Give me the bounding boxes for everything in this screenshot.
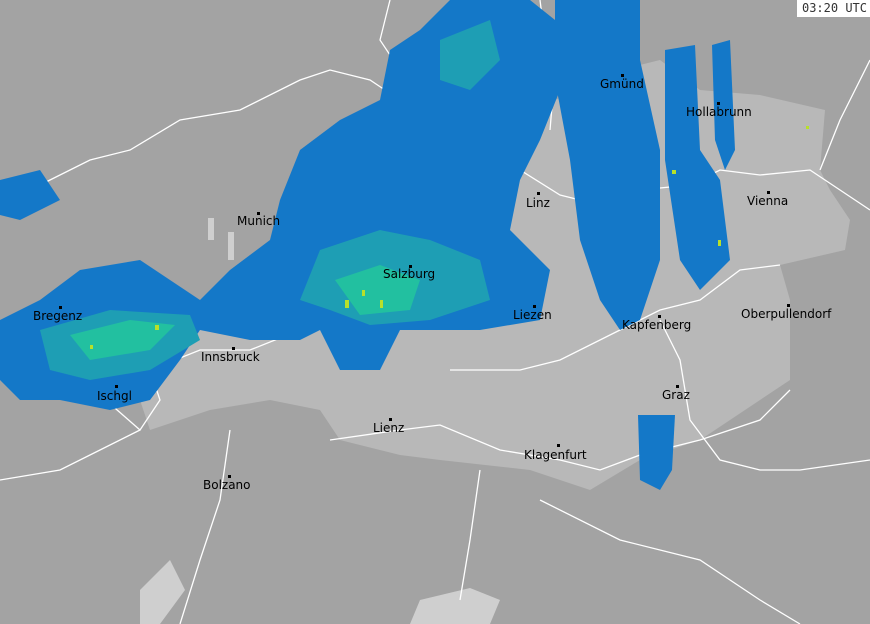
city-label-hollabrunn: Hollabrunn [686,105,752,119]
city-label-ischgl: Ischgl [97,389,132,403]
city-dot [228,475,231,478]
city-dot [557,444,560,447]
city-dot [389,418,392,421]
city-dot [717,102,720,105]
city-label-kapfenberg: Kapfenberg [622,318,692,332]
city-label-liezen: Liezen [513,308,552,322]
radar-echoes [0,0,809,490]
city-label-vienna: Vienna [747,194,789,208]
city-label-salzburg: Salzburg [383,267,436,281]
city-label-lienz: Lienz [373,421,405,435]
city-label-munich: Munich [237,214,281,228]
city-label-oberpullendorf: Oberpullendorf [741,307,832,321]
timestamp-label: 03:20 UTC [796,0,870,17]
city-dot [621,74,624,77]
city-dot [676,385,679,388]
city-dot [257,212,260,215]
city-dot [232,347,235,350]
city-dot [59,306,62,309]
city-label-linz: Linz [526,196,550,210]
city-label-innsbruck: Innsbruck [201,350,260,364]
city-dot [537,192,540,195]
city-dot [767,191,770,194]
lakes [140,218,500,624]
city-dot [787,304,790,307]
city-dot [533,305,536,308]
city-label-gmund: Gmünd [600,77,644,91]
city-label-bregenz: Bregenz [33,309,83,323]
city-dot [658,315,661,318]
city-label-klagenfurt: Klagenfurt [524,448,587,462]
city-label-graz: Graz [662,388,690,402]
city-dot [409,265,412,268]
city-label-bolzano: Bolzano [203,478,251,492]
city-dot [115,385,118,388]
